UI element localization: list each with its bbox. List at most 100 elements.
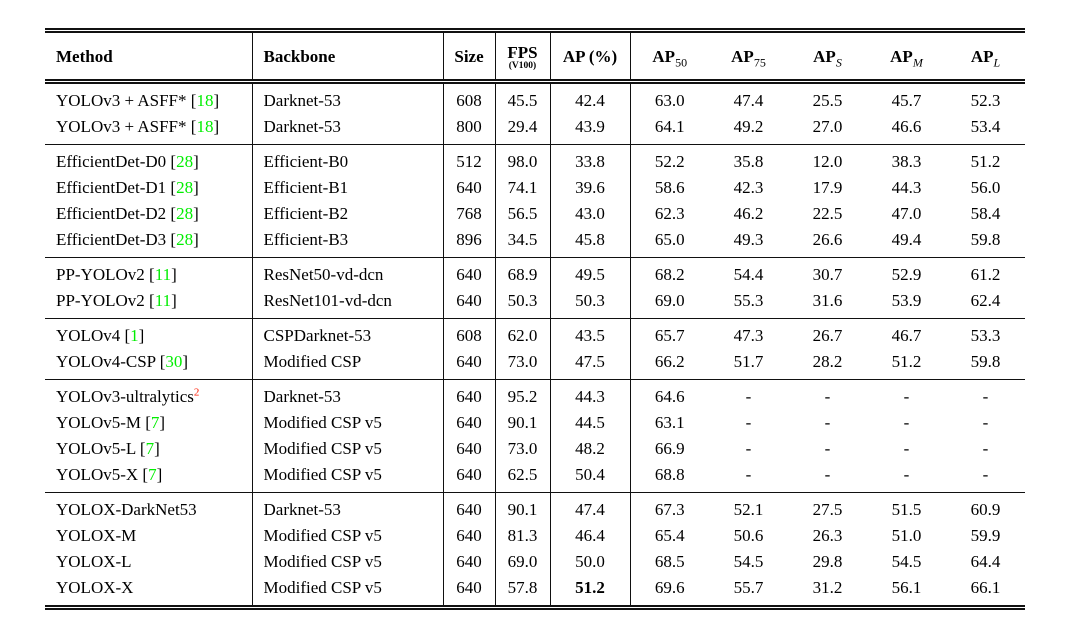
cell-method: YOLOv5-M [7] — [45, 410, 253, 436]
table-row: PP-YOLOv2 [11] ResNet101-vd-dcn 640 50.3 50.… — [45, 288, 1025, 319]
citation-link[interactable]: 28 — [176, 204, 194, 223]
cell-backbone: ResNet50-vd-dcn — [252, 257, 444, 288]
citation-link[interactable]: 18 — [196, 117, 214, 136]
col-header-fps-subtitle: (V100) — [508, 61, 537, 72]
results-table: Method Backbone Size FPS (V100) AP (%) AP… — [45, 28, 1025, 610]
cell-ap75: 52.1 — [709, 492, 788, 523]
cell-method: YOLOv3 + ASFF* [18] — [45, 81, 253, 114]
col-header-apm: APM — [867, 31, 946, 82]
cell-ap75: 54.5 — [733, 552, 764, 571]
method-name: YOLOX-L — [56, 552, 132, 571]
cell-backbone: Efficient-B3 — [252, 227, 444, 258]
method-name: YOLOv4 — [56, 326, 121, 345]
citation-link[interactable]: 11 — [154, 291, 172, 310]
col-header-ap50: AP50 — [630, 31, 709, 82]
cell-size: 640 — [443, 492, 496, 523]
citation-link[interactable]: 28 — [176, 178, 194, 197]
cell-ap50: 63.1 — [654, 413, 685, 432]
cell-ap50: 62.3 — [654, 204, 685, 223]
cell-ap50: 65.0 — [654, 230, 685, 249]
cell-apm: 54.5 — [891, 552, 922, 571]
cell-ap75: 47.3 — [709, 318, 788, 349]
citation-link[interactable]: 7 — [150, 413, 160, 432]
cell-backbone: CSPDarknet-53 — [252, 318, 444, 349]
cell-apl: 64.4 — [970, 552, 1001, 571]
table-row: YOLOX-M Modified CSP v5 640 81.3 46.4 65.4 50.… — [45, 523, 1025, 549]
citation-link[interactable]: 7 — [145, 439, 155, 458]
citation-link[interactable]: 30 — [165, 352, 183, 371]
cell-backbone: Darknet-53 — [252, 81, 444, 114]
cell-aps: 31.2 — [812, 578, 843, 597]
cell-ap: 47.4 — [550, 492, 631, 523]
cell-fps: 74.1 — [495, 175, 551, 201]
cell-size: 640 — [443, 575, 496, 608]
table-row: YOLOv3 + ASFF* [18] Darknet-53 800 29.4 43.9… — [45, 114, 1025, 145]
cell-apm: 44.3 — [891, 178, 922, 197]
cell-backbone: Modified CSP v5 — [252, 436, 444, 462]
cell-ap50: 63.0 — [654, 91, 685, 110]
cell-aps: 27.5 — [788, 492, 867, 523]
cell-apl: 56.0 — [970, 178, 1001, 197]
cell-ap75: 55.3 — [733, 291, 764, 310]
cell-fps: 90.1 — [495, 492, 551, 523]
citation-link[interactable]: 28 — [176, 230, 194, 249]
col-header-fps: FPS (V100) — [495, 30, 551, 82]
cell-ap75: 54.4 — [709, 257, 788, 288]
cell-method: PP-YOLOv2 [11] — [45, 257, 253, 288]
col-header-ap50-label: AP — [652, 47, 676, 66]
citation-link[interactable]: 7 — [148, 465, 157, 484]
cell-apl: 60.9 — [946, 492, 1025, 523]
cell-apm: 51.5 — [867, 492, 946, 523]
cell-apm: 38.3 — [867, 144, 946, 175]
cell-size: 768 — [443, 201, 496, 227]
cell-method: YOLOv5-X [7] — [45, 462, 253, 493]
cell-apl: 58.4 — [970, 204, 1001, 223]
cell-backbone: Efficient-B2 — [252, 201, 444, 227]
cell-apl: 61.2 — [946, 257, 1025, 288]
col-header-ap: AP (%) — [550, 30, 631, 82]
citation-link[interactable]: 28 — [176, 152, 194, 171]
method-name: YOLOv5-L — [56, 439, 136, 458]
cell-ap50: 58.6 — [654, 178, 685, 197]
cell-ap50: 66.9 — [654, 439, 685, 458]
cell-aps: 26.7 — [788, 318, 867, 349]
table-row: YOLOv4 [1] CSPDarknet-53 608 62.0 43.5 65.7 47… — [45, 318, 1025, 349]
col-header-apl: APL — [946, 31, 1025, 82]
cell-method: YOLOX-L — [45, 549, 253, 575]
cell-ap75: 47.4 — [733, 91, 764, 110]
citation-link[interactable]: 11 — [154, 265, 172, 284]
cell-apm: - — [903, 439, 910, 458]
cell-backbone: ResNet101-vd-dcn — [252, 288, 444, 319]
cell-ap50: 66.2 — [654, 352, 685, 371]
cell-aps: 28.2 — [812, 352, 843, 371]
method-name: YOLOX-DarkNet53 — [56, 500, 197, 519]
citation-link[interactable]: 18 — [196, 91, 214, 110]
cell-size: 512 — [443, 144, 496, 175]
citation-link[interactable]: 1 — [130, 326, 139, 345]
cell-fps: 62.0 — [495, 318, 551, 349]
cell-method: YOLOX-DarkNet53 — [45, 492, 253, 523]
method-name: PP-YOLOv2 — [56, 291, 145, 310]
cell-ap50: 52.2 — [630, 144, 709, 175]
table-row: YOLOv4-CSP [30] Modified CSP 640 73.0 47.5 66… — [45, 349, 1025, 380]
cell-method: YOLOX-X — [45, 575, 253, 608]
cell-ap75: 46.2 — [733, 204, 764, 223]
cell-size: 896 — [443, 227, 496, 258]
cell-aps: 17.9 — [812, 178, 843, 197]
cell-ap: 43.9 — [550, 114, 631, 145]
table-row: EfficientDet-D0 [28] Efficient-B0 512 98.0 3… — [45, 144, 1025, 175]
cell-method: YOLOv4-CSP [30] — [45, 349, 253, 380]
cell-ap: 39.6 — [550, 175, 631, 201]
cell-apl: 53.3 — [946, 318, 1025, 349]
cell-ap50: 69.6 — [654, 578, 685, 597]
col-header-size-label: Size — [454, 47, 484, 66]
cell-apl: - — [982, 413, 989, 432]
cell-size: 640 — [443, 349, 496, 380]
col-header-ap75-subscript: 75 — [753, 55, 766, 70]
cell-apm: - — [903, 465, 910, 484]
cell-ap: 49.5 — [550, 257, 631, 288]
col-header-aps-label: AP — [813, 47, 836, 66]
footnote-marker[interactable]: 2 — [193, 386, 200, 399]
cell-apm: 53.9 — [891, 291, 922, 310]
